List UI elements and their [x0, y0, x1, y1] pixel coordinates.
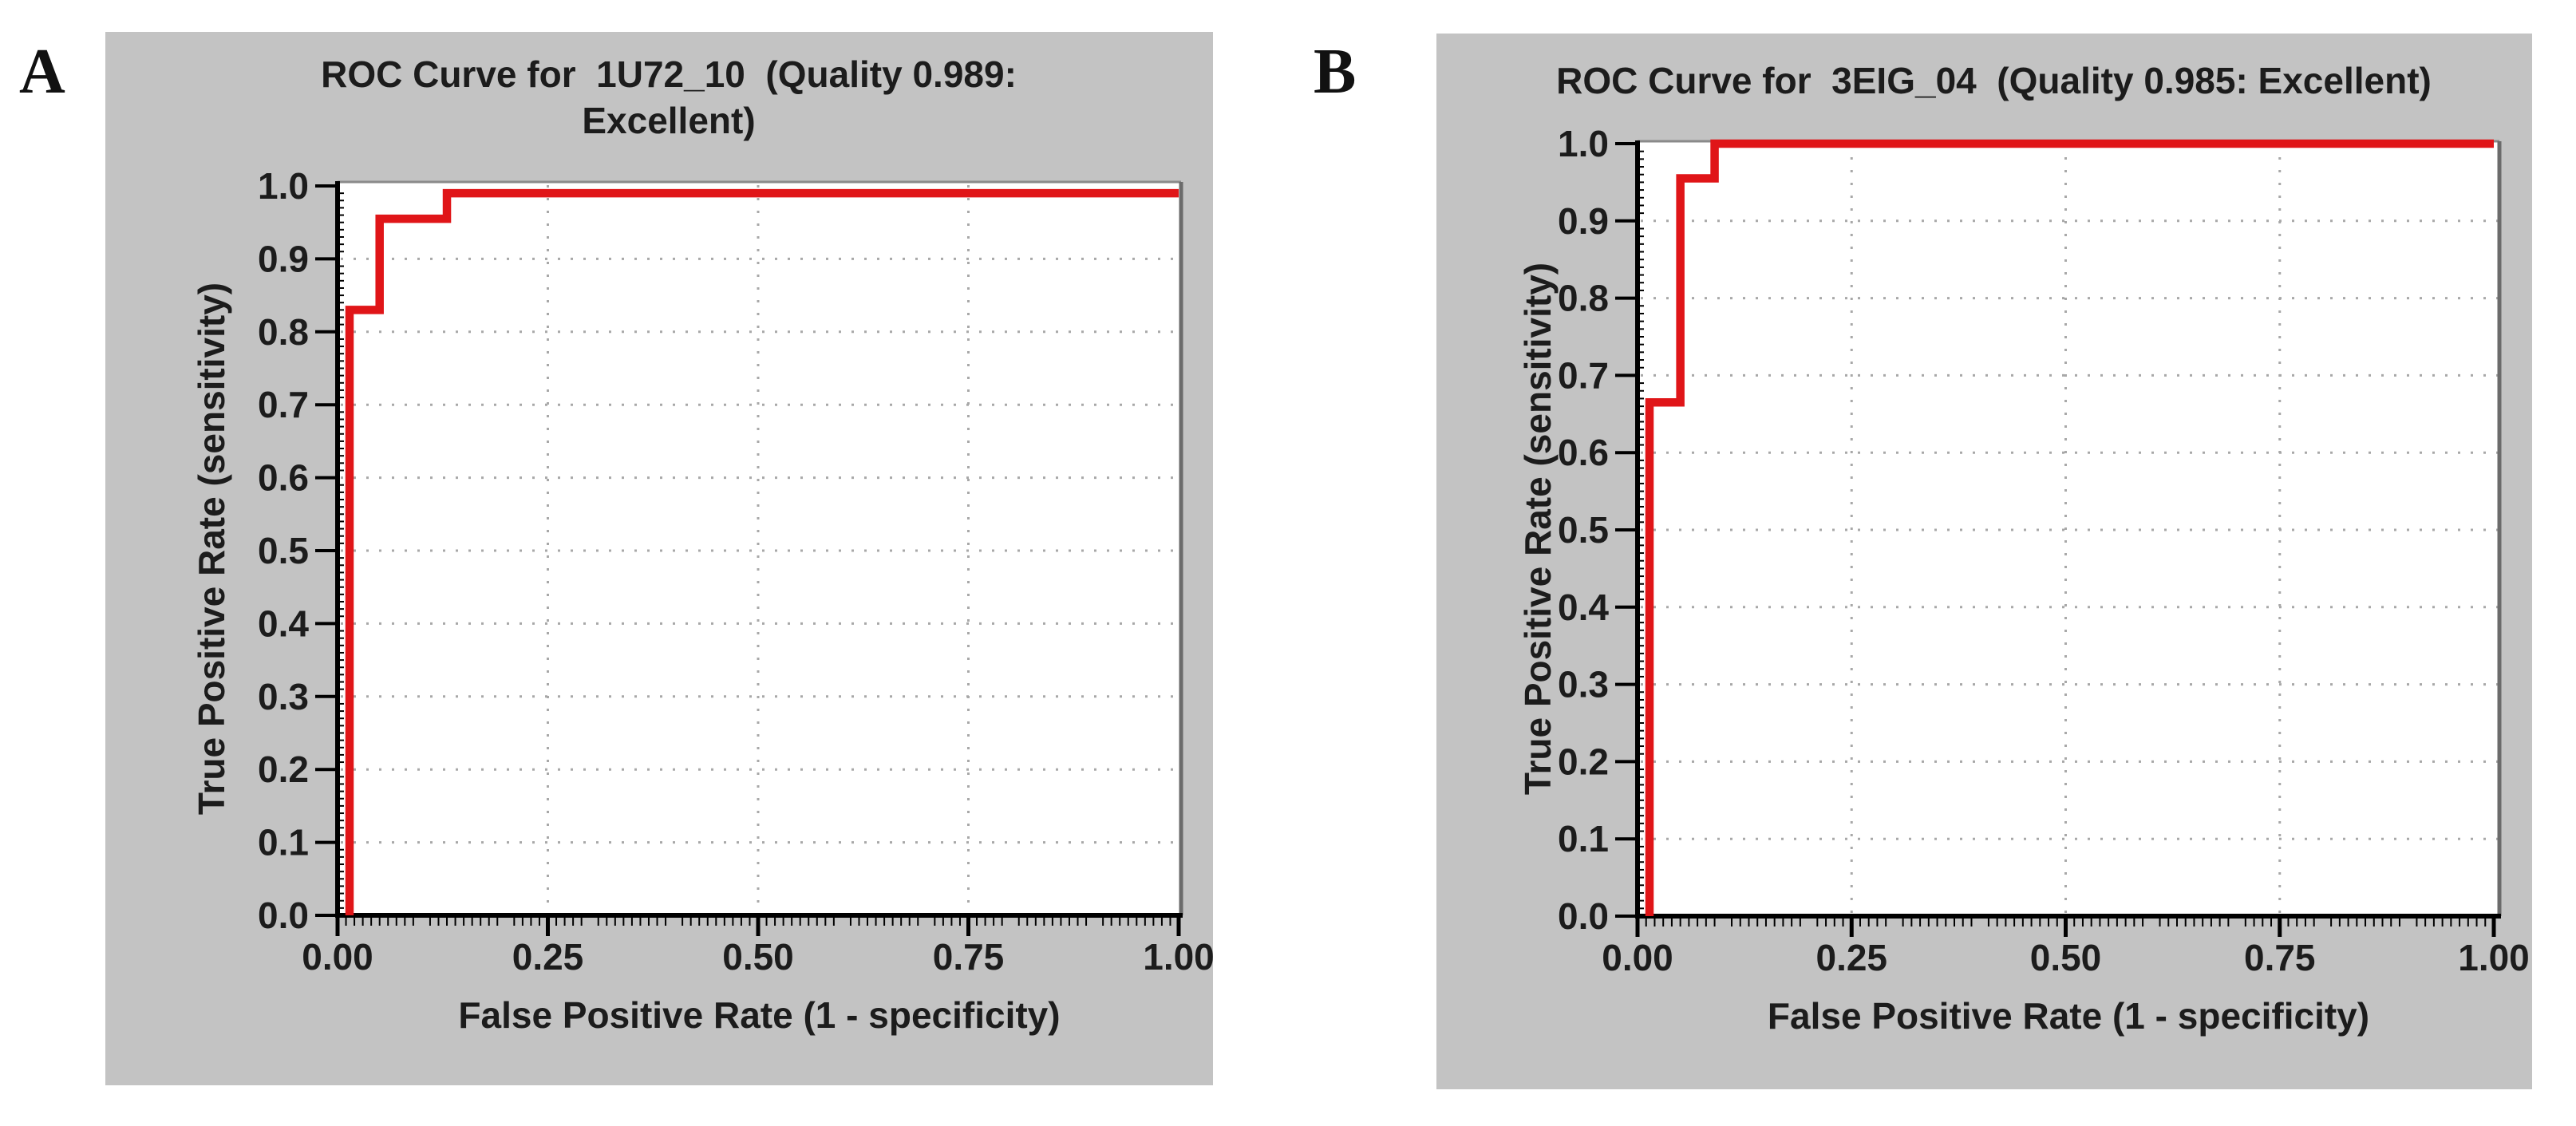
roc-chart-svg-A: 0.0 0.1 0.2 0.3 0.4 0.5 0.6 0.7 0.8 0.9 1.0 0.00 0.2… — [191, 165, 1213, 1036]
x-tick-label: 0.75 — [2244, 937, 2316, 978]
y-tick-label: 0.9 — [1558, 200, 1609, 242]
y-tick-label: 0.1 — [1558, 818, 1609, 859]
y-tick-label: 0.7 — [258, 384, 309, 425]
y-tick-label: 0.0 — [1558, 895, 1609, 937]
y-tick-label: 0.5 — [258, 530, 309, 571]
tick-labels: 0.0 0.1 0.2 0.3 0.4 0.5 0.6 0.7 0.8 0.9 1.0 0.00 0.2… — [258, 165, 1213, 978]
y-tick-label: 0.5 — [1558, 509, 1609, 551]
figure-label-a: A — [19, 37, 65, 107]
x-tick-label: 0.00 — [302, 936, 373, 978]
chart-title-line: ROC Curve for 1U72_10 (Quality 0.989: — [321, 53, 1017, 95]
plot-area — [338, 182, 1181, 915]
y-tick-label: 0.8 — [258, 311, 309, 353]
major-ticks — [1615, 142, 2496, 937]
x-tick-label: 0.00 — [1602, 937, 1673, 978]
roc-chart-svg-B: 0.0 0.1 0.2 0.3 0.4 0.5 0.6 0.7 0.8 0.9 1.0 0.00 0.2… — [1517, 123, 2530, 1037]
y-axis-label: True Positive Rate (sensitivity) — [191, 282, 232, 815]
x-tick-label: 0.50 — [722, 936, 794, 978]
y-tick-label: 0.7 — [1558, 354, 1609, 396]
x-tick-label: 0.25 — [512, 936, 584, 978]
y-tick-label: 0.8 — [1558, 278, 1609, 319]
roc-curve — [1645, 139, 2494, 916]
x-tick-label: 0.75 — [933, 936, 1005, 978]
y-tick-label: 0.3 — [1558, 664, 1609, 705]
y-tick-label: 0.2 — [258, 749, 309, 790]
y-tick-label: 0.0 — [258, 895, 309, 936]
y-tick-label: 0.2 — [1558, 741, 1609, 782]
y-tick-label: 1.0 — [258, 165, 309, 207]
y-axis-label: True Positive Rate (sensitivity) — [1517, 263, 1559, 795]
chart-title-line: ROC Curve for 3EIG_04 (Quality 0.985: Ex… — [1556, 60, 2432, 101]
x-tick-label: 0.25 — [1815, 937, 1887, 978]
y-tick-label: 0.4 — [258, 603, 309, 644]
chart-title-line: Excellent) — [582, 100, 756, 141]
chart-title-b: ROC Curve for 3EIG_04 (Quality 0.985: Ex… — [1468, 57, 2519, 104]
x-axis-label: False Positive Rate (1 - specificity) — [458, 994, 1060, 1036]
x-tick-label: 0.50 — [2030, 937, 2102, 978]
y-tick-label: 0.4 — [1558, 587, 1609, 628]
y-tick-label: 1.0 — [1558, 123, 1609, 164]
y-tick-label: 0.3 — [258, 676, 309, 717]
major-ticks — [315, 184, 1181, 936]
x-tick-label: 1.00 — [2458, 937, 2530, 978]
figure-label-b: B — [1314, 37, 1357, 107]
y-tick-label: 0.9 — [258, 238, 309, 279]
tick-labels: 0.0 0.1 0.2 0.3 0.4 0.5 0.6 0.7 0.8 0.9 1.0 0.00 0.2… — [1558, 123, 2530, 978]
chart-title-a: ROC Curve for 1U72_10 (Quality 0.989: Exc… — [137, 51, 1200, 144]
gridlines — [1641, 144, 2498, 915]
x-axis-label: False Positive Rate (1 - specificity) — [1768, 995, 2369, 1037]
y-tick-label: 0.1 — [258, 822, 309, 863]
y-tick-label: 0.6 — [258, 457, 309, 499]
roc-chart-panel-b: ROC Curve for 3EIG_04 (Quality 0.985: Ex… — [1436, 34, 2532, 1089]
x-tick-label: 1.00 — [1143, 936, 1213, 978]
roc-chart-panel-a: ROC Curve for 1U72_10 (Quality 0.989: Exc… — [105, 32, 1213, 1085]
y-tick-label: 0.6 — [1558, 432, 1609, 473]
roc-curve — [345, 188, 1179, 915]
